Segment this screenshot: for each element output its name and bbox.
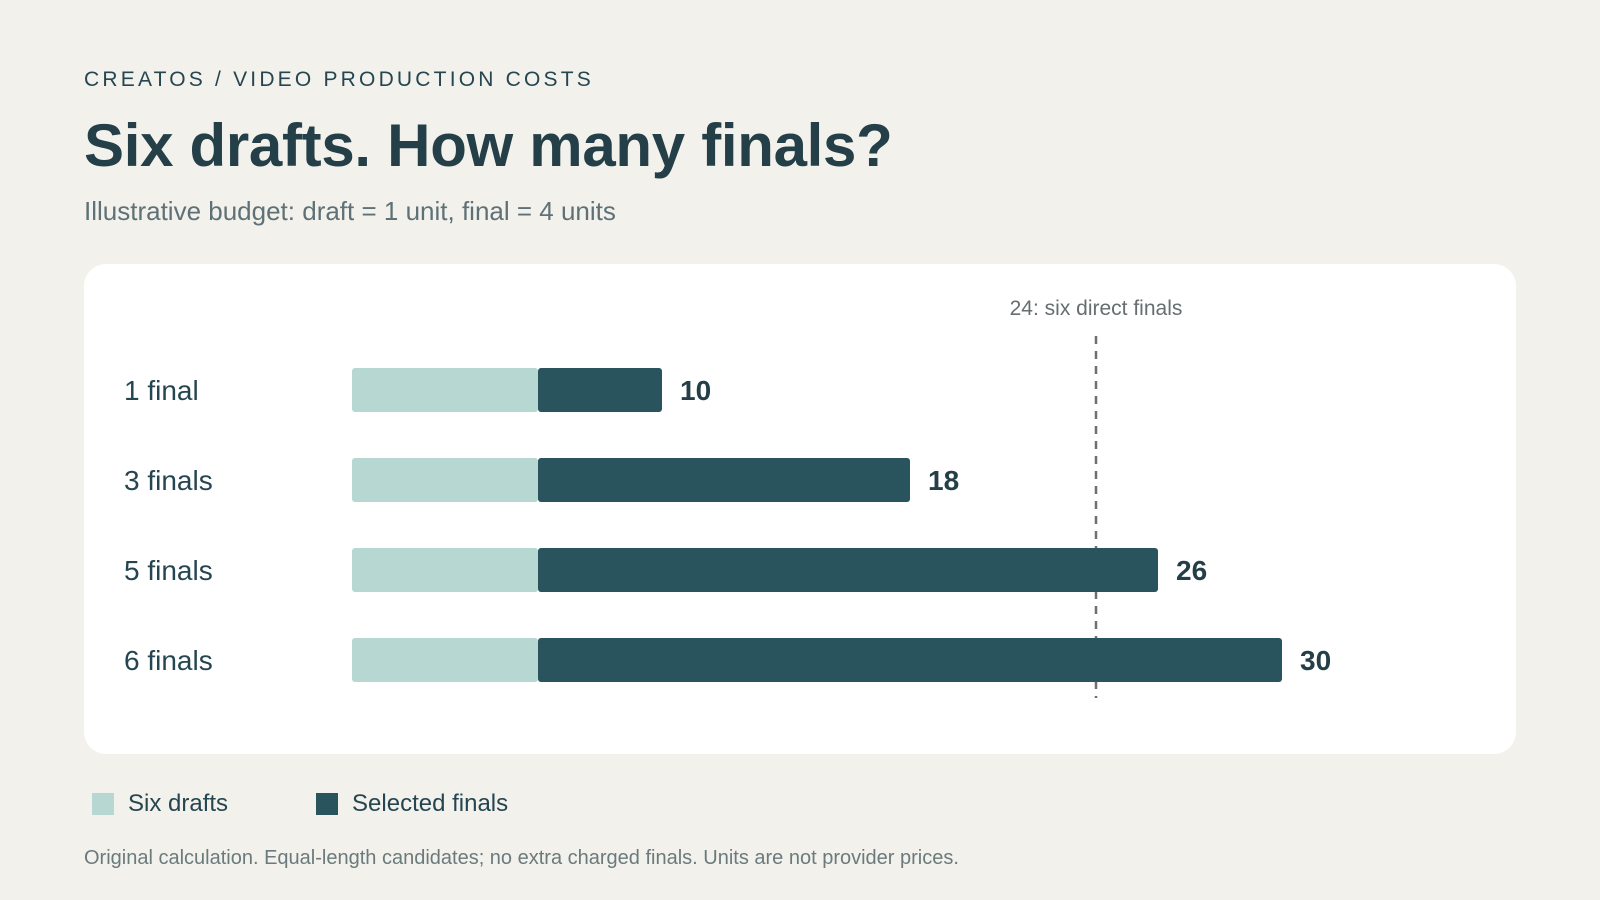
bar-total-label: 26 — [1176, 555, 1207, 586]
category-label: 6 finals — [124, 645, 213, 676]
subtitle: Illustrative budget: draft = 1 unit, fin… — [84, 196, 616, 226]
legend-swatch-finals — [316, 793, 339, 815]
bar-total-label: 18 — [928, 465, 959, 496]
page-title: Six drafts. How many finals? — [84, 112, 893, 179]
bar-finals — [538, 458, 910, 502]
legend-swatch-drafts — [92, 793, 114, 815]
category-label: 5 finals — [124, 555, 213, 586]
bar-total-label: 10 — [680, 375, 711, 406]
legend-label-finals: Selected finals — [352, 790, 509, 817]
footnote: Original calculation. Equal-length candi… — [84, 847, 959, 869]
bar-finals — [538, 368, 662, 412]
bar-finals — [538, 548, 1158, 592]
bar-drafts — [352, 368, 538, 412]
legend-item-drafts: Six drafts — [92, 790, 228, 818]
eyebrow: CREATOS / VIDEO PRODUCTION COSTS — [84, 68, 595, 91]
bar-finals — [538, 638, 1282, 682]
bar-drafts — [352, 458, 538, 502]
legend-label-drafts: Six drafts — [128, 790, 229, 817]
bar-total-label: 30 — [1300, 645, 1331, 676]
bar-chart: 24: six direct finals 1 final 10 3 finals 18… — [124, 297, 1331, 698]
bar-drafts — [352, 548, 538, 592]
reference-line-label: 24: six direct finals — [1010, 297, 1183, 320]
category-label: 3 finals — [124, 465, 213, 496]
bar-drafts — [352, 638, 538, 682]
legend-item-finals: Selected finals — [316, 790, 508, 818]
chart-card: 24: six direct finals 1 final 10 3 finals 18… — [84, 264, 1516, 754]
category-label: 1 final — [124, 375, 199, 406]
legend: Six drafts Selected finals — [92, 790, 596, 818]
